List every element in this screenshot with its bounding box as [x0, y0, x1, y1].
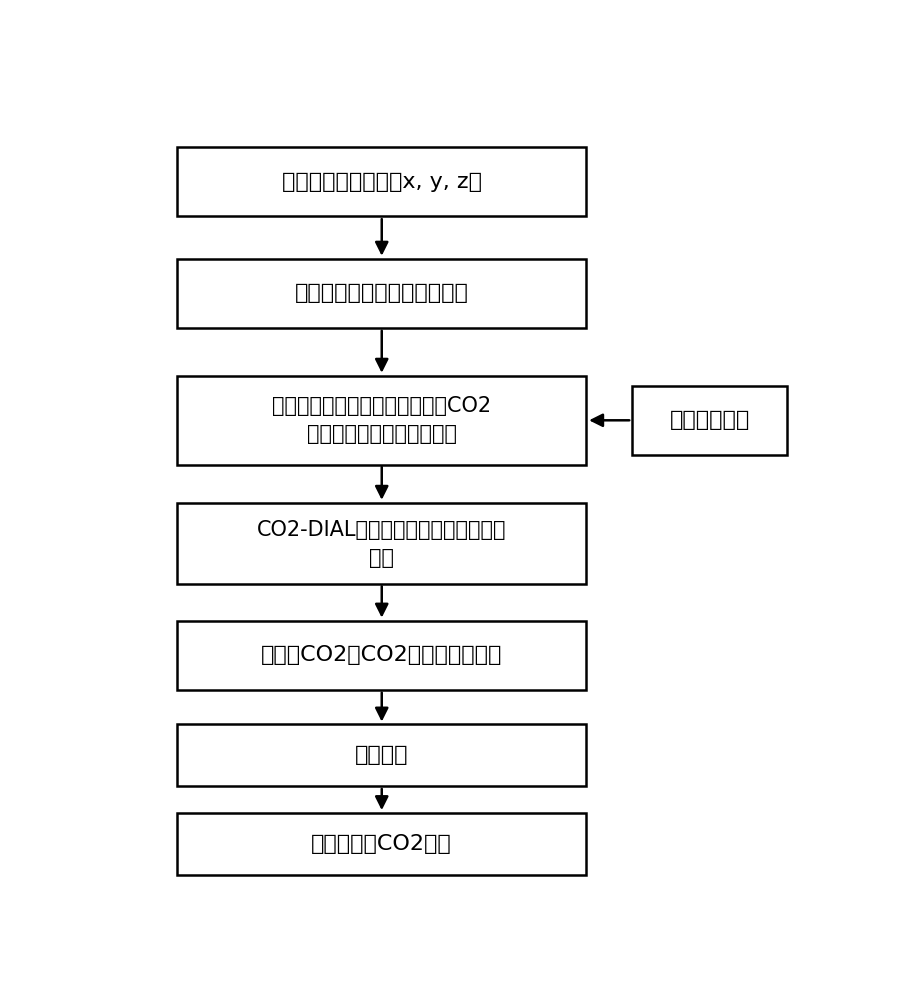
Text: 距离权重函数: 距离权重函数 [670, 410, 750, 430]
Text: 烟囱排放的CO2浓度: 烟囱排放的CO2浓度 [311, 834, 452, 854]
Bar [632, 386, 787, 455]
Text: CO2-DIAL进行验证方向的观测得到验
证点: CO2-DIAL进行验证方向的观测得到验 证点 [257, 520, 507, 568]
Bar [177, 259, 586, 328]
Bar [177, 620, 586, 690]
Bar [177, 503, 586, 584]
Text: 高斯扩散模型简化为线性方程: 高斯扩散模型简化为线性方程 [295, 283, 469, 303]
Bar [177, 813, 586, 875]
Text: 验证点CO2与CO2计算值进行比较: 验证点CO2与CO2计算值进行比较 [261, 645, 502, 665]
Text: 计算测量点的位置（x, y, z）: 计算测量点的位置（x, y, z） [282, 172, 481, 192]
Bar [177, 724, 586, 786]
Bar [177, 147, 586, 216]
Text: 误差最小: 误差最小 [355, 745, 409, 765]
Bar [177, 376, 586, 465]
Text: 线性高斯扩散模型计算测量点的CO2
浓度（根据烟囱高度迭代）: 线性高斯扩散模型计算测量点的CO2 浓度（根据烟囱高度迭代） [272, 396, 491, 444]
